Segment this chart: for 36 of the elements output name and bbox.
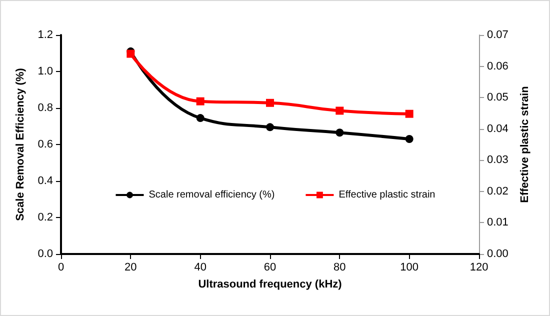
point [266,123,274,132]
x-axis-title: Ultrasound frequency (kHz) [198,278,342,290]
y-tick-label: 1.0 [38,66,53,78]
point [336,106,344,115]
y-tick-label: 0.0 [38,248,53,260]
x-tick-label: 60 [264,262,276,274]
y-tick-label: 0.4 [38,175,53,187]
x-tick-label: 100 [400,262,419,274]
y2-tick-label: 0.00 [487,248,508,260]
y2-tick-label: 0.01 [487,216,508,229]
point [266,98,274,107]
y-axis-title: Scale Removal Efficiency (%) [14,68,26,221]
point [126,50,135,58]
x-tick-label: 40 [194,262,206,274]
y-tick-label: 0.2 [38,212,53,224]
point [405,135,414,144]
point [336,128,344,137]
point [405,110,414,118]
y-tick-label: 0.8 [38,102,53,114]
y2-tick-label: 0.06 [487,60,508,72]
legend-label: Effective plastic strain [338,190,436,200]
y2-axis-title: Effective plastic strain [518,86,531,203]
y2-tick-label: 0.07 [487,29,508,41]
y-tick-label: 1.2 [38,29,53,41]
legend-label: Scale removal efficiency (%) [148,190,275,200]
x-tick-label: 20 [124,262,137,274]
point [196,97,204,106]
y-tick-label: 0.6 [38,138,53,150]
y2-tick-label: 0.03 [487,154,508,166]
x-tick-label: 120 [470,262,488,274]
x-tick-label: 0 [58,262,64,274]
point [196,114,204,122]
x-tick-label: 80 [334,262,346,274]
y2-tick-label: 0.02 [487,185,508,198]
y2-tick-label: 0.05 [487,92,508,104]
y2-tick-label: 0.04 [487,122,508,135]
